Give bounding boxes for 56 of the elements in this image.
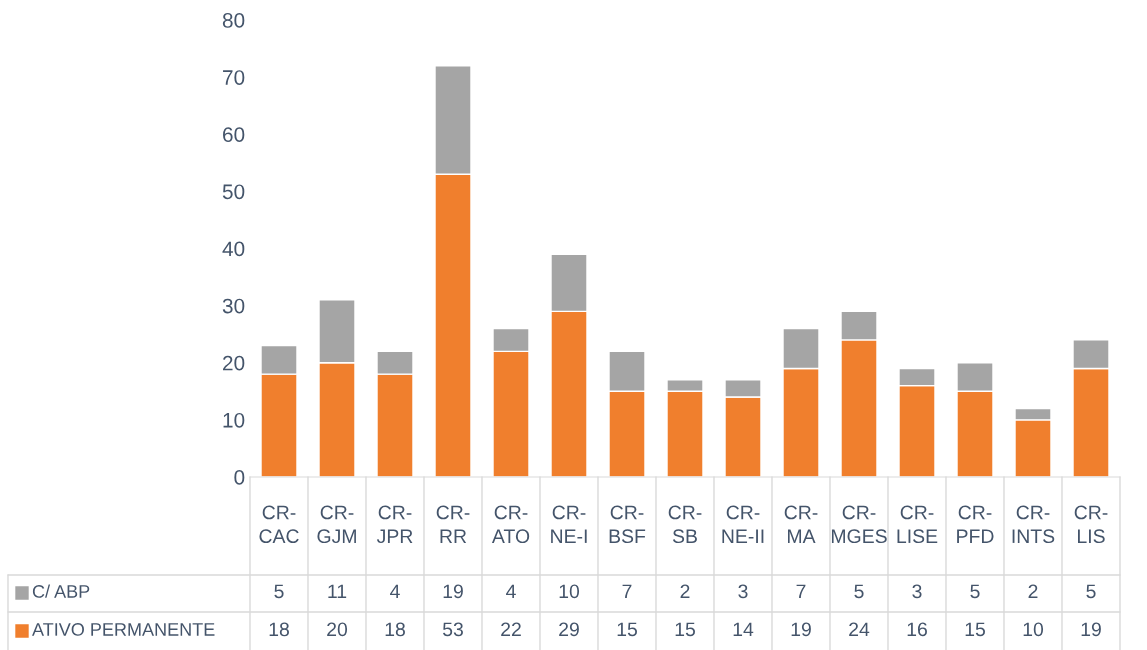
- x-tick-label: CR-BSF: [609, 505, 646, 544]
- x-tick-label: CR-JPR: [376, 505, 413, 544]
- y-tick-label: 70: [223, 70, 245, 85]
- data-label: 15: [675, 622, 695, 637]
- data-label: 7: [796, 584, 806, 599]
- data-label: 15: [617, 622, 637, 637]
- x-tick-label: CR-INTS: [1012, 505, 1055, 544]
- y-tick-label: 50: [222, 184, 245, 200]
- data-label: 7: [622, 584, 632, 599]
- data-label: 3: [738, 584, 748, 599]
- data-label: 24: [849, 622, 870, 637]
- data-label: 10: [1023, 622, 1044, 637]
- x-tick-label: CR-SB: [668, 505, 702, 544]
- x-tick-label: CR-PFD: [957, 505, 994, 543]
- data-label: 53: [442, 622, 463, 637]
- y-tick-label: 60: [223, 127, 245, 142]
- x-tick-label: CR-RR: [436, 505, 470, 543]
- data-label: 3: [912, 584, 922, 599]
- data-label: 15: [965, 622, 985, 637]
- y-tick-label: 80: [222, 13, 245, 28]
- x-tick-label: CR-MA: [784, 505, 818, 543]
- x-tick-label: CR-NE-II: [722, 505, 764, 543]
- data-label: 10: [559, 584, 580, 599]
- x-tick-label: CR-GJM: [317, 505, 356, 544]
- x-tick-label: CR-CAC: [259, 505, 299, 544]
- x-tick-label: CR-ATO: [491, 505, 530, 544]
- data-label: 14: [733, 622, 754, 637]
- data-label: 18: [385, 622, 405, 637]
- x-tick-label: CR-LIS: [1074, 505, 1108, 544]
- data-label: 2: [680, 584, 690, 599]
- data-label: 16: [907, 622, 927, 637]
- x-tick-label: CR-NE-I: [551, 505, 587, 543]
- data-label: 19: [443, 584, 463, 599]
- data-label: 29: [559, 622, 579, 637]
- y-tick-label: 10: [223, 412, 245, 428]
- x-tick-label: CR-MGES: [831, 505, 887, 544]
- data-label: 19: [791, 622, 811, 637]
- data-label: 5: [1086, 584, 1096, 599]
- data-label: 11: [328, 584, 347, 599]
- data-label: 5: [274, 584, 284, 599]
- y-tick-label: 20: [223, 355, 245, 371]
- data-label: 4: [390, 584, 400, 599]
- data-label: 2: [1028, 584, 1038, 599]
- data-label: 5: [854, 584, 864, 599]
- data-label: 4: [506, 584, 516, 599]
- y-tick-label: 40: [222, 241, 245, 257]
- data-label: 22: [501, 622, 521, 637]
- data-label: 19: [1081, 622, 1101, 637]
- legend-label: C/ ABP: [32, 584, 90, 598]
- data-label: 18: [269, 622, 289, 637]
- data-label: 5: [970, 584, 980, 599]
- data-label: 20: [327, 622, 348, 637]
- legend-label: ATIVO PERMANENTE: [32, 623, 215, 636]
- y-tick-label: 0: [234, 470, 245, 485]
- x-tick-label: CR-LISE: [897, 505, 938, 544]
- y-tick-label: 30: [222, 298, 245, 314]
